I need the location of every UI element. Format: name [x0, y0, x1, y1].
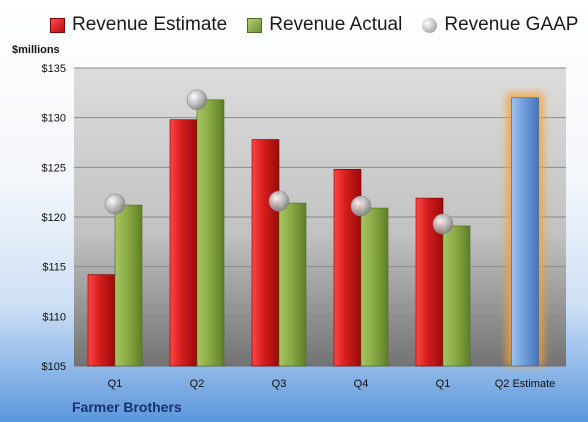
marker-revenue-gaap	[268, 190, 290, 212]
bar-revenue-estimate	[251, 139, 280, 367]
marker-revenue-gaap	[186, 89, 208, 111]
chart-legend: Revenue Estimate Revenue Actual Revenue …	[50, 14, 578, 36]
x-tick-label: Q1	[436, 378, 451, 390]
marker-revenue-gaap	[350, 195, 372, 217]
y-tick-label: $115	[42, 262, 66, 274]
legend-label-estimate: Revenue Estimate	[72, 14, 228, 35]
legend-label-gaap: Revenue GAAP	[444, 14, 579, 35]
y-tick-label: $125	[42, 162, 66, 174]
legend-swatch-gaap	[422, 17, 438, 33]
y-tick-label: $120	[42, 212, 66, 224]
x-tick-label: Q2 Estimate	[495, 378, 556, 390]
bar-revenue-estimate	[87, 274, 116, 367]
legend-swatch-estimate	[50, 17, 65, 33]
bar-revenue-actual	[360, 207, 389, 367]
legend-label-actual: Revenue Actual	[269, 14, 403, 35]
y-tick-label: $105	[42, 361, 66, 373]
company-name: Farmer Brothers	[72, 399, 182, 415]
x-tick-label: Q4	[354, 378, 369, 390]
y-tick-label: $110	[42, 311, 66, 323]
x-tick-label: Q1	[108, 378, 123, 390]
bar-revenue-estimate	[169, 119, 198, 367]
bar-revenue-actual	[278, 202, 307, 367]
x-tick-label: Q2	[190, 378, 205, 390]
bar-revenue-actual	[114, 204, 143, 367]
bar-revenue-actual	[442, 225, 471, 367]
x-tick-label: Q3	[272, 378, 287, 390]
y-axis-unit-label: $millions	[12, 44, 60, 56]
marker-revenue-gaap	[104, 193, 126, 215]
legend-item-actual: Revenue Actual	[247, 14, 402, 36]
y-tick-label: $135	[42, 63, 66, 75]
legend-item-gaap: Revenue GAAP	[422, 14, 578, 36]
bar-revenue-estimate	[415, 197, 444, 367]
bar-revenue-actual	[196, 99, 225, 367]
bar-revenue-forecast	[511, 97, 539, 367]
y-tick-label: $130	[42, 113, 66, 125]
legend-swatch-actual	[247, 17, 263, 33]
marker-revenue-gaap	[432, 213, 454, 235]
legend-item-estimate: Revenue Estimate	[50, 14, 227, 36]
